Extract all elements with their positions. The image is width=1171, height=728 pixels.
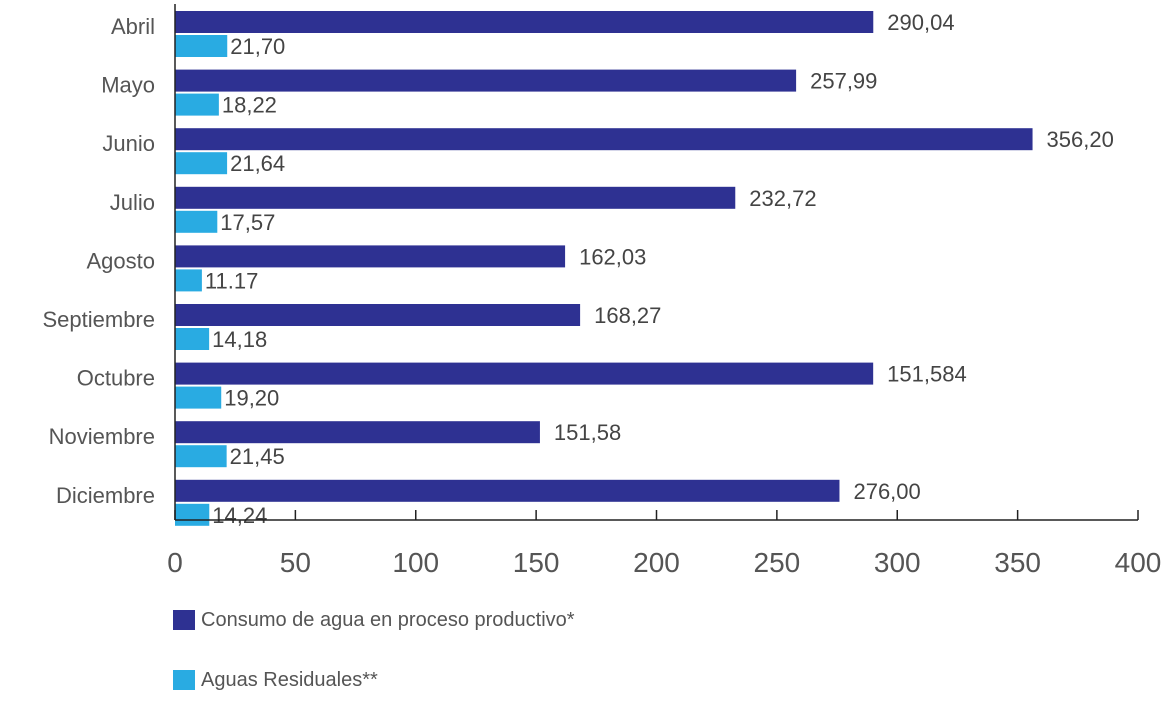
legend-label-residuales: Aguas Residuales** (201, 668, 378, 691)
bar-consumo-abril (175, 11, 874, 33)
value-label-consumo-abril: 290,04 (887, 10, 954, 35)
bar-consumo-octubre (175, 362, 874, 385)
bar-consumo-noviembre (175, 421, 540, 444)
bar-residuales-mayo (175, 93, 219, 116)
bar-residuales-septiembre (175, 328, 210, 350)
value-label-consumo-octubre: 151,584 (887, 362, 967, 387)
x-tick-label-50: 50 (280, 547, 311, 578)
bar-consumo-mayo (175, 69, 797, 92)
bar-consumo-julio (175, 186, 736, 209)
bar-residuales-junio (175, 152, 228, 175)
value-label-residuales-agosto: 11.17 (205, 268, 258, 293)
category-label-septiembre: Septiembre (42, 307, 155, 332)
bar-residuales-octubre (175, 386, 222, 409)
value-label-consumo-mayo: 257,99 (810, 69, 877, 94)
legend: Consumo de agua en proceso productivo* A… (173, 608, 575, 728)
category-label-mayo: Mayo (101, 73, 155, 98)
category-label-octubre: Octubre (77, 366, 155, 391)
bar-consumo-agosto (175, 245, 566, 268)
legend-item-consumo: Consumo de agua en proceso productivo* (173, 608, 575, 632)
value-label-residuales-noviembre: 21,45 (230, 444, 285, 469)
x-tick-label-200: 200 (633, 547, 680, 578)
x-tick-label-400: 400 (1115, 547, 1162, 578)
bar-consumo-junio (175, 128, 1033, 151)
value-label-consumo-diciembre: 276,00 (853, 479, 920, 504)
value-label-residuales-julio: 17,57 (220, 210, 275, 235)
bar-chart: Abril 290,04 21,70 Mayo 257,99 18,22 Junio 356,… (42, 4, 1162, 578)
legend-item-residuales: Aguas Residuales** (173, 668, 575, 692)
bar-residuales-agosto (175, 269, 202, 292)
bar-consumo-septiembre (175, 304, 581, 326)
value-label-residuales-junio: 21,64 (230, 151, 285, 176)
value-label-consumo-agosto: 162,03 (579, 244, 646, 269)
x-tick-label-150: 150 (513, 547, 560, 578)
bar-residuales-abril (175, 35, 228, 57)
value-label-residuales-abril: 21,70 (230, 34, 285, 59)
category-label-julio: Julio (110, 190, 155, 215)
category-label-diciembre: Diciembre (56, 483, 155, 508)
x-tick-label-250: 250 (754, 547, 801, 578)
x-tick-label-0: 0 (167, 547, 183, 578)
value-label-residuales-octubre: 19,20 (224, 386, 279, 411)
value-label-residuales-diciembre: 14,24 (212, 503, 267, 528)
legend-swatch-consumo (173, 610, 195, 630)
bar-consumo-diciembre (175, 479, 840, 502)
category-label-agosto: Agosto (87, 248, 156, 273)
value-label-consumo-septiembre: 168,27 (594, 303, 661, 328)
x-tick-label-350: 350 (994, 547, 1041, 578)
value-label-consumo-noviembre: 151,58 (554, 420, 621, 445)
value-label-consumo-julio: 232,72 (749, 186, 816, 211)
legend-label-consumo: Consumo de agua en proceso productivo* (201, 608, 575, 631)
value-label-residuales-septiembre: 14,18 (212, 327, 267, 352)
bar-residuales-noviembre (175, 445, 227, 468)
bar-residuales-diciembre (175, 503, 210, 526)
legend-swatch-residuales (173, 670, 195, 690)
category-label-junio: Junio (102, 131, 155, 156)
value-label-residuales-mayo: 18,22 (222, 93, 277, 118)
category-label-noviembre: Noviembre (49, 424, 155, 449)
value-label-consumo-junio: 356,20 (1047, 127, 1114, 152)
bar-residuales-julio (175, 210, 218, 233)
x-tick-label-100: 100 (392, 547, 439, 578)
category-label-abril: Abril (111, 14, 155, 39)
x-tick-label-300: 300 (874, 547, 921, 578)
